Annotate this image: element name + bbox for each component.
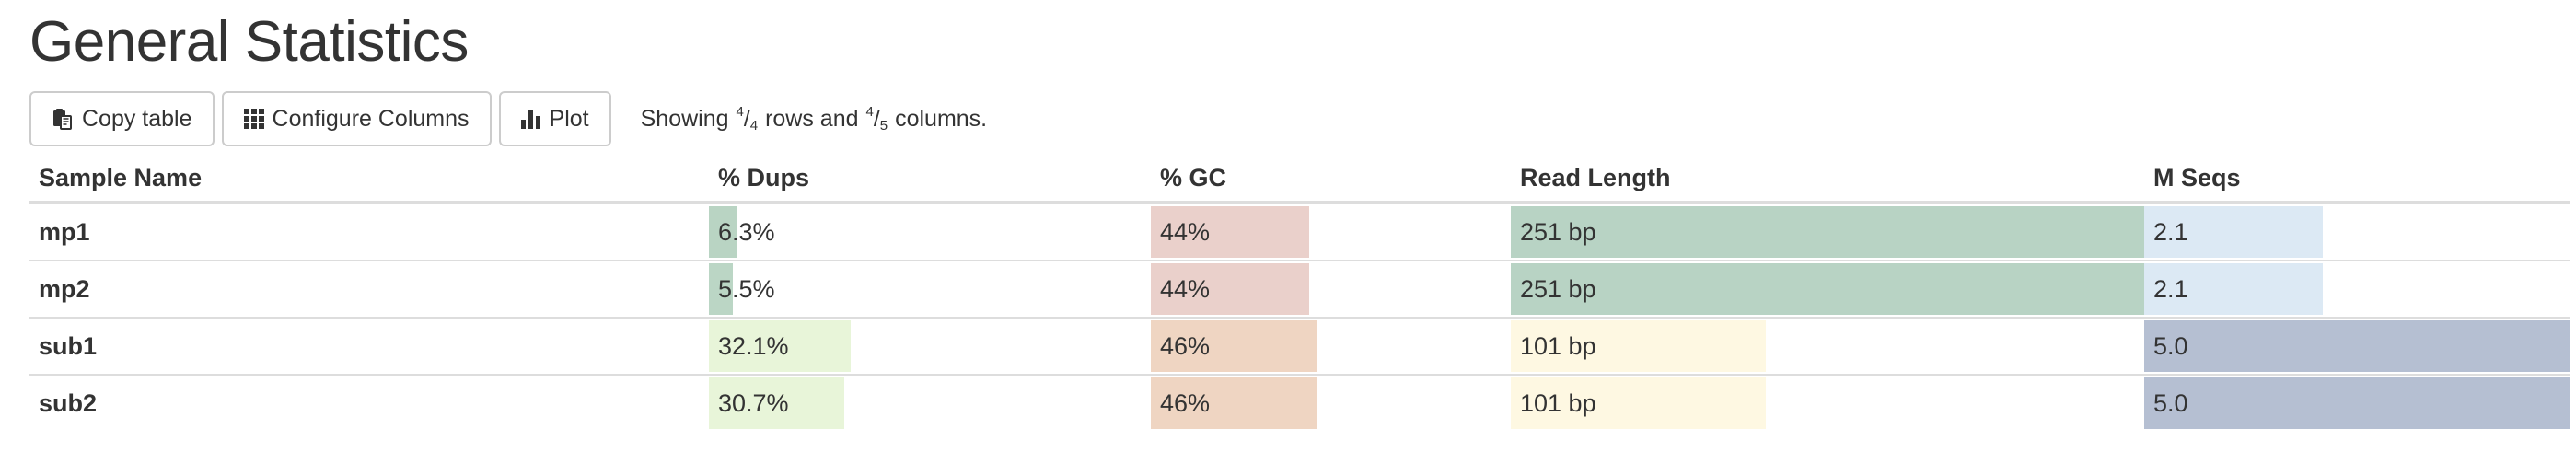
value-bar <box>1511 377 1766 429</box>
m-seqs-cell: 5.0 <box>2144 317 2570 375</box>
grid-icon <box>243 109 264 129</box>
rows-fraction: 4/4 <box>736 104 759 133</box>
value-bar <box>1511 320 1766 372</box>
configure-columns-button[interactable]: Configure Columns <box>221 91 492 146</box>
page-title: General Statistics <box>29 10 469 74</box>
columns-fraction: 4/5 <box>865 104 888 133</box>
dups-cell: 5.5% <box>709 260 1151 318</box>
m-seqs-cell: 5.0 <box>2144 374 2570 431</box>
plot-button[interactable]: Plot <box>498 91 611 146</box>
column-header-m-seqs[interactable]: M Seqs <box>2144 155 2570 204</box>
read-length-cell: 251 bp <box>1511 260 2144 318</box>
sample-name-cell: sub2 <box>29 374 709 431</box>
table-header-row: Sample Name % Dups % GC Read Length M Se… <box>29 155 2570 204</box>
sample-name-cell: sub1 <box>29 317 709 375</box>
table-toolbar: Copy table Configure Columns Plot <box>29 91 987 146</box>
value-bar <box>1151 320 1317 372</box>
value-bar <box>1511 206 2144 258</box>
cell-value: 46% <box>1160 331 1211 360</box>
value-bar <box>1151 263 1310 315</box>
configure-columns-label: Configure Columns <box>272 105 470 132</box>
general-stats-table: Sample Name % Dups % GC Read Length M Se… <box>29 155 2570 431</box>
cell-value: 46% <box>1160 388 1211 417</box>
gc-cell: 46% <box>1151 317 1511 375</box>
value-bar <box>2144 320 2570 372</box>
value-bar <box>2144 206 2324 258</box>
copy-table-label: Copy table <box>82 105 192 132</box>
cell-value: 44% <box>1160 274 1211 303</box>
cell-value: 5.0 <box>2153 331 2188 360</box>
read-length-cell: 101 bp <box>1511 374 2144 431</box>
table-row: mp2 5.5% 44% 251 bp 2.1 <box>29 260 2570 318</box>
gc-cell: 46% <box>1151 374 1511 431</box>
column-header-read-length[interactable]: Read Length <box>1511 155 2144 204</box>
sample-name-cell: mp2 <box>29 260 709 318</box>
value-bar <box>1511 263 2144 315</box>
bar-chart-icon <box>520 109 541 129</box>
value-bar <box>2144 263 2324 315</box>
cell-value: 2.1 <box>2153 274 2188 303</box>
table-status-text: Showing 4/4 rows and 4/5 columns. <box>640 104 988 133</box>
read-length-cell: 101 bp <box>1511 317 2144 375</box>
cell-value: 6.3% <box>718 217 775 246</box>
cell-value: 5.5% <box>718 274 775 303</box>
value-bar <box>709 206 737 258</box>
cell-value: 101 bp <box>1520 331 1596 360</box>
clipboard-icon <box>52 108 74 130</box>
sample-name-cell: mp1 <box>39 217 90 246</box>
value-bar <box>2144 377 2570 429</box>
m-seqs-cell: 2.1 <box>2144 203 2570 261</box>
value-bar <box>1151 206 1310 258</box>
m-seqs-cell: 2.1 <box>2144 260 2570 318</box>
value-bar <box>709 320 852 372</box>
table-row: mp1 6.3% 44% 251 bp 2.1 <box>29 203 2570 261</box>
read-length-cell: 251 bp <box>1511 203 2144 261</box>
gc-cell: 44% <box>1151 260 1511 318</box>
table-body: mp1 6.3% 44% 251 bp 2.1 mp2 5.5% 44% 251 bp 2.1 su… <box>29 203 2570 431</box>
table-row: sub1 32.1% 46% 101 bp 5.0 <box>29 317 2570 375</box>
value-bar <box>709 263 734 315</box>
column-header-gc[interactable]: % GC <box>1151 155 1511 204</box>
cell-value: 251 bp <box>1520 217 1596 246</box>
cell-value: 251 bp <box>1520 274 1596 303</box>
cell-value: 44% <box>1160 217 1211 246</box>
plot-label: Plot <box>549 105 589 132</box>
cell-value: 2.1 <box>2153 217 2188 246</box>
table-row: sub2 30.7% 46% 101 bp 5.0 <box>29 374 2570 431</box>
cell-value: 30.7% <box>718 388 789 417</box>
copy-table-button[interactable]: Copy table <box>29 91 215 146</box>
cell-value: 5.0 <box>2153 388 2188 417</box>
dups-cell: 6.3% <box>709 203 1151 261</box>
column-header-dups[interactable]: % Dups <box>709 155 1151 204</box>
dups-cell: 32.1% <box>709 317 1151 375</box>
cell-value: 101 bp <box>1520 388 1596 417</box>
dups-cell: 30.7% <box>709 374 1151 431</box>
value-bar <box>709 377 845 429</box>
gc-cell: 44% <box>1151 203 1511 261</box>
column-header-sample-name[interactable]: Sample Name <box>29 155 709 204</box>
value-bar <box>1151 377 1317 429</box>
cell-value: 32.1% <box>718 331 789 360</box>
